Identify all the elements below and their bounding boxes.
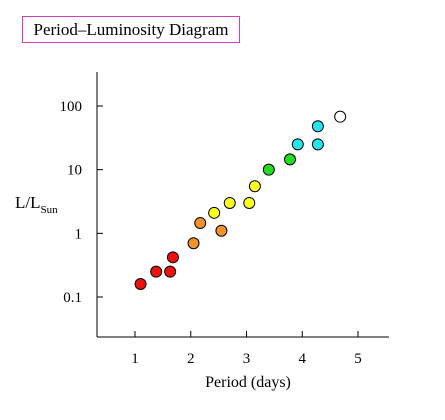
y-axis-title: L/LSun	[15, 193, 58, 216]
y-axis-title-subscript: Sun	[40, 204, 58, 216]
x-tick-label: 2	[187, 351, 195, 367]
data-point	[194, 217, 207, 230]
y-tick-label: 10	[67, 163, 82, 179]
x-tick-label: 1	[131, 351, 139, 367]
ticks: 1 2 3 4 5 0.1 1 10 100	[60, 99, 362, 367]
chart-title: Period–Luminosity Diagram	[22, 16, 240, 43]
data-point	[208, 206, 221, 219]
x-tick-label: 5	[354, 351, 362, 367]
axes	[96, 72, 389, 338]
data-point	[283, 153, 296, 166]
data-point	[164, 265, 177, 278]
y-tick-label: 100	[60, 99, 83, 115]
data-point	[187, 237, 200, 250]
data-point	[243, 196, 256, 209]
data-point	[215, 224, 228, 237]
data-point	[150, 265, 163, 278]
y-tick-label: 1	[75, 226, 83, 242]
y-axis-title-main: L/L	[15, 193, 41, 212]
data-point	[248, 180, 261, 193]
data-point	[291, 138, 304, 151]
data-point	[166, 251, 179, 264]
data-point	[134, 278, 147, 291]
data-point	[311, 120, 324, 133]
data-point	[262, 163, 275, 176]
x-axis-title: Period (days)	[205, 374, 291, 391]
x-tick-label: 3	[243, 351, 251, 367]
y-tick-label: 0.1	[63, 290, 82, 306]
data-point	[223, 196, 236, 209]
data-point	[311, 138, 324, 151]
x-tick-label: 4	[299, 351, 307, 367]
data-point	[334, 110, 347, 123]
data-points	[134, 110, 347, 291]
